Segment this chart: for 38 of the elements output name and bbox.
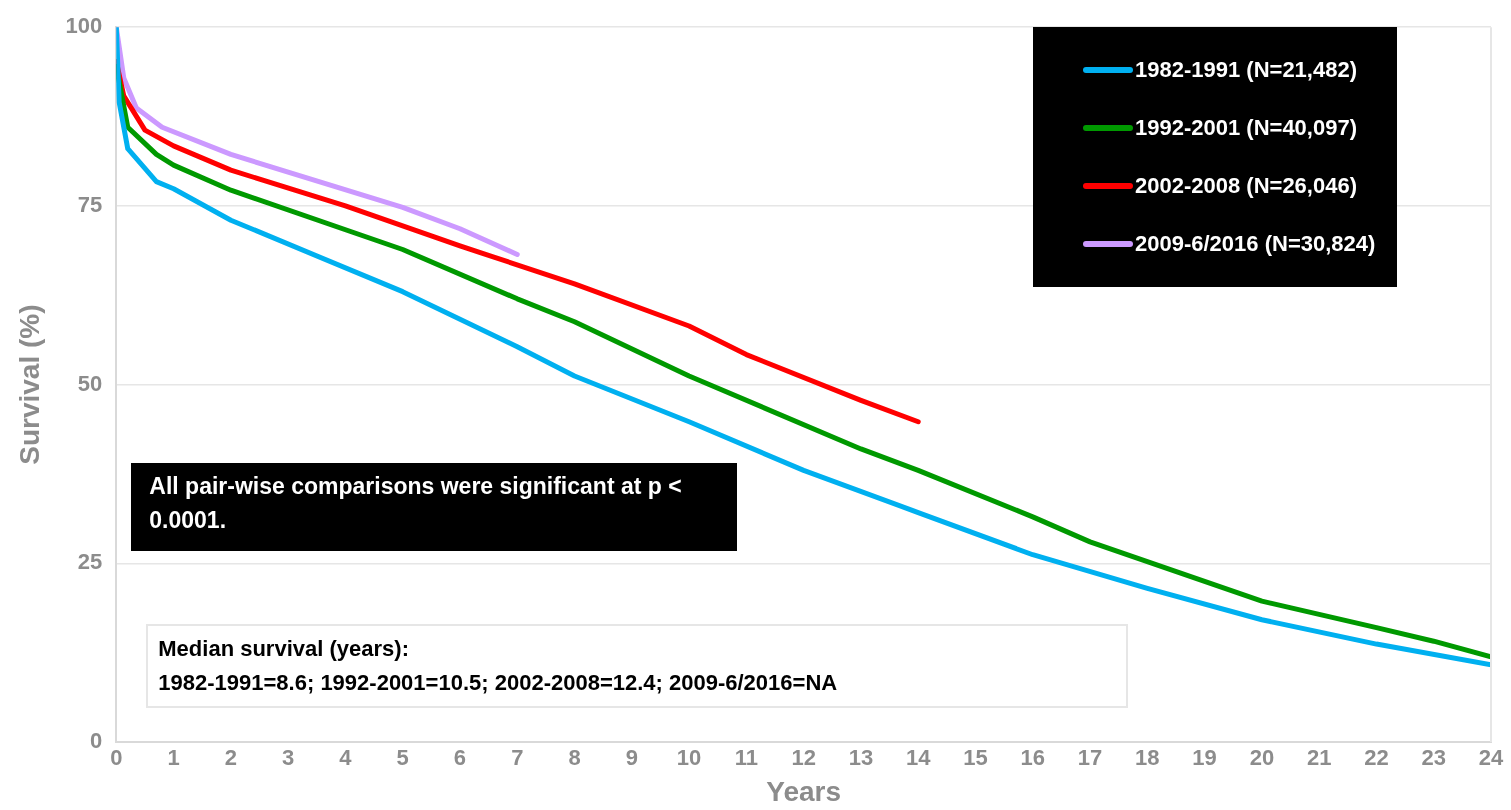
x-tick-label: 20 (1249, 745, 1275, 771)
x-tick-label: 1 (167, 745, 180, 771)
x-tick-label: 6 (453, 745, 467, 771)
legend-label: 1982-1991 (N=21,482) (1135, 57, 1357, 84)
x-tick-label: 23 (1421, 745, 1446, 771)
x-tick-label: 8 (568, 745, 581, 771)
x-tick-label: 22 (1364, 745, 1389, 771)
x-tick-label: 10 (676, 745, 702, 771)
note-box: Median survival (years): 1982-1991=8.6; 1992-2001=10.5; 2002-2008=12.4; 2009-6/2016=NA (146, 624, 1129, 709)
x-tick-label: 3 (282, 745, 295, 771)
x-tick-label: 17 (1077, 745, 1103, 771)
x-tick-label: 4 (339, 745, 353, 771)
x-tick-label: 0 (110, 745, 123, 771)
legend-label: 2009-6/2016 (N=30,824) (1135, 231, 1376, 258)
y-axis-title: Survival (%) (13, 304, 45, 465)
x-axis-title: Years (766, 775, 842, 807)
x-tick-label: 18 (1135, 745, 1160, 771)
x-tick-label: 14 (905, 745, 932, 771)
note-box: All pair-wise comparisons were significant at p < 0.0001. (131, 463, 738, 552)
x-tick-label: 12 (791, 745, 816, 771)
x-tick-label: 11 (734, 745, 759, 771)
x-tick-label: 5 (396, 745, 409, 771)
y-tick-label: 100 (65, 13, 103, 39)
x-tick-label: 13 (848, 745, 874, 771)
y-tick-label: 50 (77, 370, 103, 396)
x-tick-label: 16 (1020, 745, 1046, 771)
x-tick-label: 2 (224, 745, 237, 771)
y-tick-label: 25 (77, 549, 103, 575)
x-tick-label: 19 (1192, 745, 1217, 771)
y-tick-label: 0 (90, 728, 103, 754)
legend-label: 2002-2008 (N=26,046) (1135, 173, 1357, 200)
x-tick-label: 15 (963, 745, 988, 771)
x-tick-label: 7 (511, 745, 524, 771)
y-tick-label: 75 (77, 191, 103, 217)
x-tick-label: 9 (625, 745, 638, 771)
x-tick-label: 24 (1478, 745, 1504, 771)
legend-label: 1992-2001 (N=40,097) (1135, 115, 1357, 142)
x-tick-label: 21 (1306, 745, 1332, 771)
